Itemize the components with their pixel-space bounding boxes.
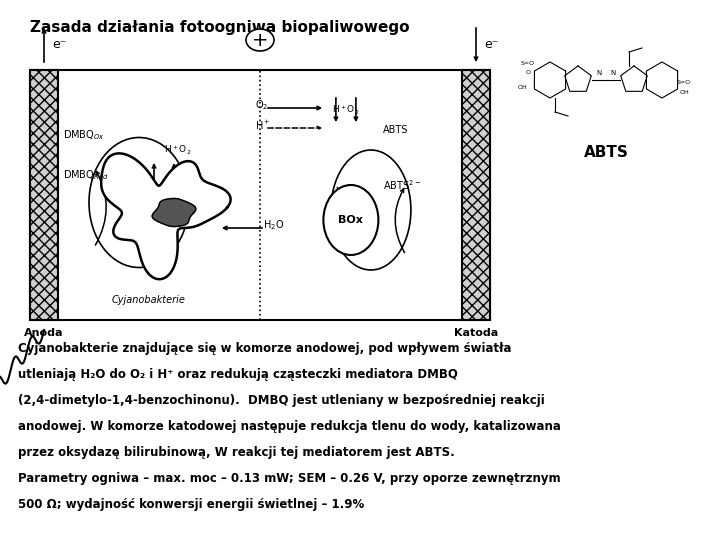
Text: S=O: S=O: [521, 61, 535, 66]
Text: przez oksydazę bilirubinową, W reakcji tej mediatorem jest ABTS.: przez oksydazę bilirubinową, W reakcji t…: [18, 446, 455, 459]
Text: N: N: [596, 70, 602, 76]
Text: anodowej. W komorze katodowej następuje redukcja tlenu do wody, katalizowana: anodowej. W komorze katodowej następuje …: [18, 420, 561, 433]
Text: H$_2$O: H$_2$O: [263, 218, 284, 232]
Text: ABTS$^{2-}$: ABTS$^{2-}$: [383, 178, 421, 192]
Bar: [30, 70, 490, 320]
Text: ABTS: ABTS: [584, 145, 629, 160]
Text: H$^+$O$_2$: H$^+$O$_2$: [332, 103, 359, 117]
Text: BOx: BOx: [338, 215, 364, 225]
Text: ABTS: ABTS: [383, 125, 408, 135]
Text: Zasada działania fotoogniwa biopaliwowego: Zasada działania fotoogniwa biopaliwoweg…: [30, 20, 410, 35]
Text: DMBQ$_{Ox}$: DMBQ$_{Ox}$: [63, 128, 105, 142]
Text: 500 Ω; wydajność konwersji energii świetlnej – 1.9%: 500 Ω; wydajność konwersji energii świet…: [18, 498, 364, 511]
Text: H$^+$O$_2$: H$^+$O$_2$: [164, 144, 192, 157]
Bar: [30, 70, 58, 320]
Text: e⁻: e⁻: [484, 38, 498, 51]
Text: O$_2$: O$_2$: [255, 98, 269, 112]
Text: Cyjanobakterie znajdujące się w komorze anodowej, pod wpływem światła: Cyjanobakterie znajdujące się w komorze …: [18, 342, 511, 355]
Text: Parametry ogniwa – max. moc – 0.13 mW; SEM – 0.26 V, przy oporze zewnętrznym: Parametry ogniwa – max. moc – 0.13 mW; S…: [18, 472, 561, 485]
Text: S=O: S=O: [677, 80, 691, 85]
Text: +: +: [252, 30, 269, 50]
Ellipse shape: [246, 29, 274, 51]
Text: OH: OH: [679, 90, 689, 95]
Text: OH: OH: [517, 85, 527, 90]
Text: utleniają H₂O do O₂ i H⁺ oraz redukują cząsteczki mediatora DMBQ: utleniają H₂O do O₂ i H⁺ oraz redukują c…: [18, 368, 458, 381]
Text: O: O: [526, 70, 531, 75]
Text: (2,4-dimetylo-1,4-benzochinonu).  DMBQ jest utleniany w bezpośredniej reakcji: (2,4-dimetylo-1,4-benzochinonu). DMBQ je…: [18, 394, 545, 407]
Text: Anoda: Anoda: [24, 328, 64, 338]
Ellipse shape: [323, 185, 379, 255]
Text: N: N: [611, 70, 616, 76]
Text: H$^+$: H$^+$: [255, 118, 271, 132]
Text: e⁻: e⁻: [52, 38, 66, 51]
Polygon shape: [102, 153, 230, 279]
Bar: [462, 70, 490, 320]
Polygon shape: [152, 199, 196, 226]
Text: DMBQ$_{Red}$: DMBQ$_{Red}$: [63, 168, 109, 182]
Text: Cyjanobakterie: Cyjanobakterie: [112, 295, 186, 305]
Text: Katoda: Katoda: [454, 328, 498, 338]
